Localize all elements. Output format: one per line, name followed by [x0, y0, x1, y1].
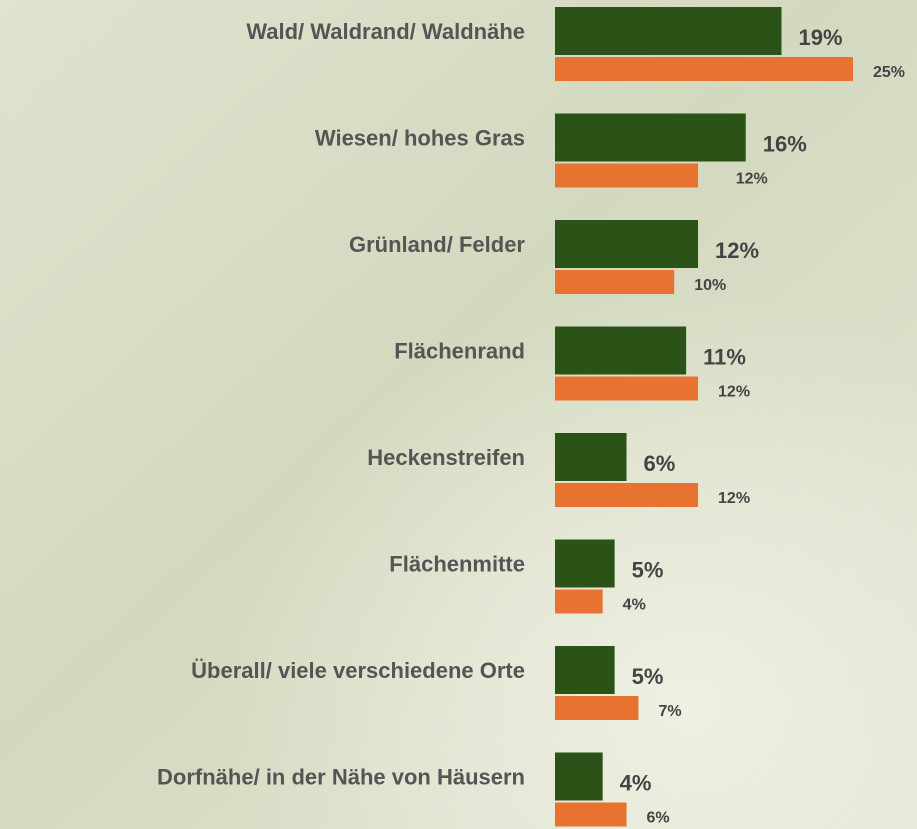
category-label: Heckenstreifen: [367, 445, 525, 470]
bar: [555, 696, 639, 720]
bar: [555, 646, 615, 694]
category-label: Wiesen/ hohes Gras: [315, 125, 525, 150]
value-label: 12%: [718, 384, 750, 401]
category-label: Flächenmitte: [389, 551, 525, 576]
value-label: 5%: [632, 557, 664, 582]
category-label: Überall/ viele verschiedene Orte: [191, 658, 525, 683]
value-label: 4%: [620, 770, 652, 795]
value-label: 6%: [647, 810, 670, 827]
category-label: Flächenrand: [394, 338, 525, 363]
value-label: 25%: [873, 64, 905, 81]
bar: [555, 7, 782, 55]
bar: [555, 483, 699, 507]
value-label: 19%: [798, 25, 842, 50]
bar: [555, 433, 627, 481]
value-label: 10%: [694, 277, 726, 294]
bar: [555, 752, 603, 801]
value-label: 6%: [644, 451, 676, 476]
value-label: 12%: [736, 171, 768, 188]
value-label: 12%: [718, 490, 750, 507]
bar: [555, 589, 603, 614]
value-label: 5%: [632, 664, 664, 689]
value-label: 12%: [715, 238, 759, 263]
bar: [555, 220, 699, 268]
value-label: 7%: [658, 703, 681, 720]
bar: [555, 376, 699, 401]
bar: [555, 113, 746, 162]
value-label: 16%: [763, 131, 807, 156]
category-label: Dorfnähe/ in der Nähe von Häusern: [157, 764, 525, 789]
category-label: Grünland/ Felder: [349, 232, 525, 257]
category-label: Wald/ Waldrand/ Waldnähe: [246, 19, 525, 44]
value-label: 11%: [703, 344, 746, 369]
bar: [555, 539, 615, 588]
bar: [555, 326, 687, 375]
bar: [555, 802, 627, 827]
value-label: 4%: [623, 597, 646, 614]
bar: [555, 163, 699, 188]
bar: [555, 270, 675, 294]
bar: [555, 57, 853, 81]
